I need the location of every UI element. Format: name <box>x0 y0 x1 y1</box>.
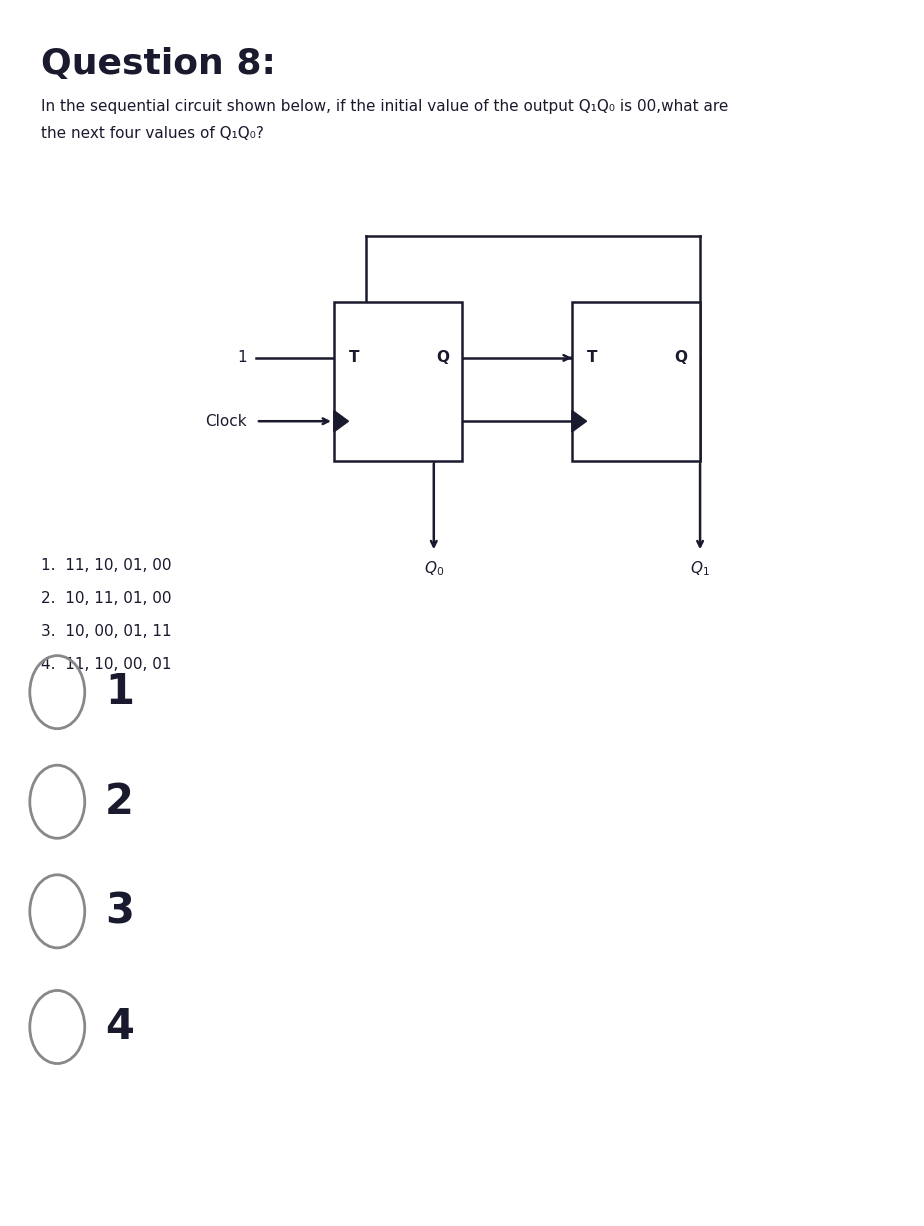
Bar <box>572 303 700 461</box>
Text: $Q_0$: $Q_0$ <box>424 559 444 579</box>
Text: 2: 2 <box>105 781 134 823</box>
Text: 3.  10, 00, 01, 11: 3. 10, 00, 01, 11 <box>41 624 172 639</box>
Text: 1: 1 <box>237 351 247 365</box>
Text: Q: Q <box>675 351 687 365</box>
Text: In the sequential circuit shown below, if the initial value of the output Q₁Q₀ i: In the sequential circuit shown below, i… <box>41 99 728 114</box>
Text: 3: 3 <box>105 890 134 932</box>
Polygon shape <box>572 411 587 432</box>
Text: Question 8:: Question 8: <box>41 47 275 81</box>
Text: 1: 1 <box>105 671 134 714</box>
Text: 4: 4 <box>105 1007 134 1048</box>
Text: $Q_1$: $Q_1$ <box>690 559 710 579</box>
Text: the next four values of Q₁Q₀?: the next four values of Q₁Q₀? <box>41 126 263 141</box>
Polygon shape <box>334 411 348 432</box>
Text: Q: Q <box>436 351 449 365</box>
Text: T: T <box>587 351 597 365</box>
Text: T: T <box>348 351 359 365</box>
Text: 1.  11, 10, 01, 00: 1. 11, 10, 01, 00 <box>41 558 171 574</box>
Text: 2.  10, 11, 01, 00: 2. 10, 11, 01, 00 <box>41 591 171 606</box>
Text: Clock: Clock <box>205 413 247 429</box>
Bar <box>334 303 462 461</box>
Text: 4.  11, 10, 00, 01: 4. 11, 10, 00, 01 <box>41 657 171 672</box>
